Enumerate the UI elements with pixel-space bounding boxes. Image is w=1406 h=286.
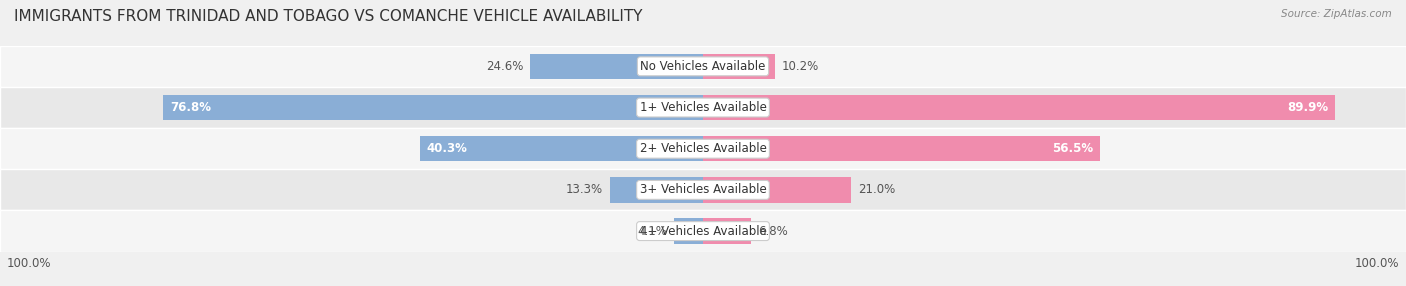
Text: Source: ZipAtlas.com: Source: ZipAtlas.com	[1281, 9, 1392, 19]
Text: 56.5%: 56.5%	[1052, 142, 1094, 155]
Bar	[420, 136, 703, 162]
Text: 100.0%: 100.0%	[1354, 257, 1399, 270]
Bar	[610, 177, 703, 203]
Text: 1+ Vehicles Available: 1+ Vehicles Available	[640, 101, 766, 114]
Bar	[0, 128, 1406, 169]
Text: No Vehicles Available: No Vehicles Available	[640, 60, 766, 73]
Bar	[0, 169, 1406, 210]
Bar	[703, 53, 775, 79]
Text: 40.3%: 40.3%	[427, 142, 468, 155]
Bar	[0, 87, 1406, 128]
Bar	[530, 53, 703, 79]
Text: 76.8%: 76.8%	[170, 101, 211, 114]
Bar	[703, 218, 751, 244]
Text: 4.1%: 4.1%	[637, 225, 668, 238]
Text: 4+ Vehicles Available: 4+ Vehicles Available	[640, 225, 766, 238]
Bar	[703, 136, 1099, 162]
Text: 100.0%: 100.0%	[7, 257, 52, 270]
Text: 21.0%: 21.0%	[858, 183, 894, 196]
Bar	[0, 210, 1406, 252]
Text: IMMIGRANTS FROM TRINIDAD AND TOBAGO VS COMANCHE VEHICLE AVAILABILITY: IMMIGRANTS FROM TRINIDAD AND TOBAGO VS C…	[14, 9, 643, 23]
Text: 10.2%: 10.2%	[782, 60, 818, 73]
Bar	[163, 95, 703, 120]
Bar	[0, 46, 1406, 87]
Bar	[703, 177, 851, 203]
Text: 13.3%: 13.3%	[565, 183, 603, 196]
Text: 2+ Vehicles Available: 2+ Vehicles Available	[640, 142, 766, 155]
Text: 3+ Vehicles Available: 3+ Vehicles Available	[640, 183, 766, 196]
Bar	[675, 218, 703, 244]
Text: 6.8%: 6.8%	[758, 225, 787, 238]
Bar	[703, 95, 1336, 120]
Text: 89.9%: 89.9%	[1286, 101, 1329, 114]
Text: 24.6%: 24.6%	[485, 60, 523, 73]
